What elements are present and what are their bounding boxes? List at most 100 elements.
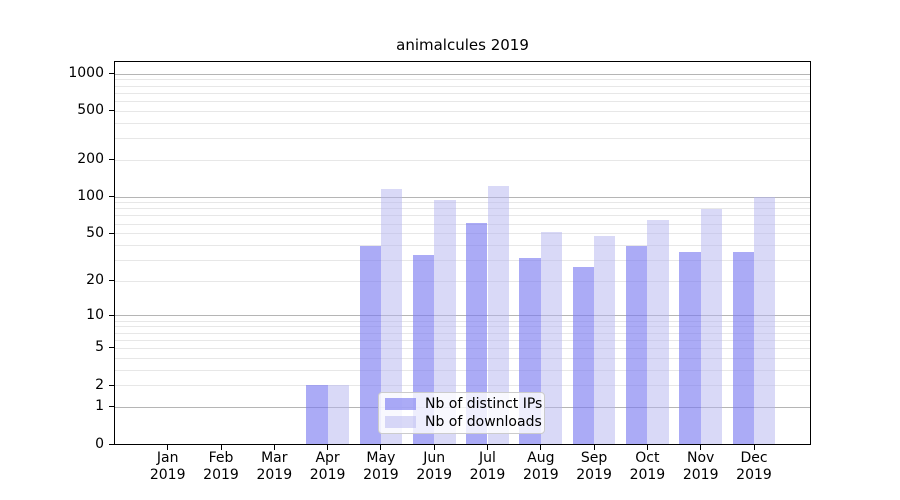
bar-ips-apr	[306, 385, 328, 444]
y-tick	[109, 159, 114, 161]
x-tick-label: Nov 2019	[682, 450, 719, 483]
gridline	[115, 315, 810, 317]
y-tick	[109, 347, 114, 349]
bar-downloads-aug	[540, 232, 563, 444]
gridline	[115, 138, 810, 139]
y-tick	[109, 110, 114, 112]
bar-downloads-nov	[700, 209, 723, 444]
gridline	[115, 79, 810, 81]
legend-swatch-downloads-icon	[385, 415, 416, 428]
legend-item-downloads: Nb of downloads	[385, 414, 542, 430]
x-tick	[700, 445, 702, 450]
y-tick	[109, 73, 114, 74]
y-tick-label: 100	[77, 188, 104, 204]
gridline	[115, 320, 810, 322]
gridline	[115, 92, 810, 94]
x-tick	[380, 445, 382, 450]
gridline	[115, 259, 810, 261]
x-tick-label: Jun 2019	[416, 450, 452, 483]
gridline	[115, 244, 810, 246]
x-tick-label: Dec 2019	[736, 450, 772, 483]
y-tick-label: 2	[95, 376, 104, 393]
x-tick-label: Oct 2019	[629, 450, 666, 483]
gridline	[115, 122, 810, 124]
x-tick-label: Sep 2019	[576, 450, 612, 483]
bar-downloads-jul	[487, 186, 509, 444]
x-tick-label: Aug 2019	[522, 450, 559, 483]
y-tick	[109, 232, 114, 234]
x-tick-label: Apr 2019	[309, 450, 346, 483]
x-tick-label: Jan 2019	[149, 450, 186, 483]
gridlines-layer	[115, 62, 810, 444]
chart-title: animalcules 2019	[396, 36, 529, 54]
y-tick	[109, 384, 114, 386]
bar-ips-dec	[732, 251, 754, 444]
legend-label-distinct-ips: Nb of distinct IPs	[425, 396, 543, 413]
x-tick	[220, 445, 222, 450]
y-tick-label: 5	[95, 339, 104, 356]
y-tick	[109, 406, 114, 408]
y-tick-label: 500	[77, 102, 104, 119]
bar-downloads-jun	[434, 200, 456, 444]
x-tick	[433, 445, 435, 450]
x-tick-label: Jul 2019	[469, 450, 506, 483]
gridline	[115, 357, 810, 359]
bar-ips-sep	[572, 267, 595, 444]
x-tick	[753, 445, 755, 450]
gridline	[115, 339, 810, 341]
y-tick-label: 50	[86, 224, 104, 241]
y-tick-label: 10	[86, 306, 104, 323]
bar-ips-oct	[626, 246, 648, 444]
x-tick	[540, 445, 542, 450]
gridline	[115, 202, 810, 204]
y-tick-label: 0	[95, 435, 104, 452]
gridline	[115, 85, 810, 87]
legend-label-downloads: Nb of downloads	[425, 413, 542, 430]
legend: Nb of distinct IPs Nb of downloads	[378, 392, 545, 434]
bar-downloads-apr	[327, 385, 349, 444]
y-tick-label: 200	[77, 151, 104, 168]
gridline	[115, 100, 810, 102]
x-tick	[487, 445, 488, 450]
gridline	[115, 208, 810, 210]
y-tick	[109, 280, 114, 282]
gridline	[115, 280, 810, 282]
bar-ips-may	[359, 246, 381, 444]
gridline	[115, 223, 810, 225]
bar-ips-nov	[679, 251, 701, 444]
gridline	[115, 159, 810, 161]
legend-swatch-distinct-ips-icon	[385, 398, 416, 411]
bar-downloads-oct	[647, 220, 669, 444]
x-tick-label: Feb 2019	[203, 450, 239, 483]
x-tick	[327, 445, 329, 450]
x-tick	[167, 445, 169, 450]
gridline	[115, 385, 810, 387]
y-tick	[109, 443, 114, 445]
gridline	[115, 332, 810, 334]
gridline	[115, 326, 810, 328]
bar-downloads-may	[380, 189, 403, 444]
gridline	[115, 110, 810, 112]
x-tick-label: Mar 2019	[256, 450, 293, 483]
x-tick	[593, 445, 595, 450]
y-tick-label: 1	[95, 398, 104, 415]
x-tick	[273, 445, 275, 450]
bar-ips-jul	[466, 222, 488, 444]
bar-downloads-sep	[594, 236, 616, 444]
gridline	[115, 196, 810, 198]
gridline	[115, 369, 810, 371]
gridline	[115, 215, 810, 217]
legend-item-distinct-ips: Nb of distinct IPs	[385, 396, 542, 412]
x-tick-label: May 2019	[363, 450, 399, 483]
bars-layer	[115, 62, 810, 444]
y-tick	[109, 314, 114, 316]
bar-downloads-dec	[754, 196, 776, 444]
gridline	[115, 233, 810, 235]
gridline	[115, 347, 810, 349]
gridline	[115, 73, 810, 75]
y-tick-label: 20	[86, 272, 104, 289]
x-tick	[646, 445, 648, 450]
y-tick	[109, 196, 114, 197]
plot-area	[114, 61, 811, 445]
